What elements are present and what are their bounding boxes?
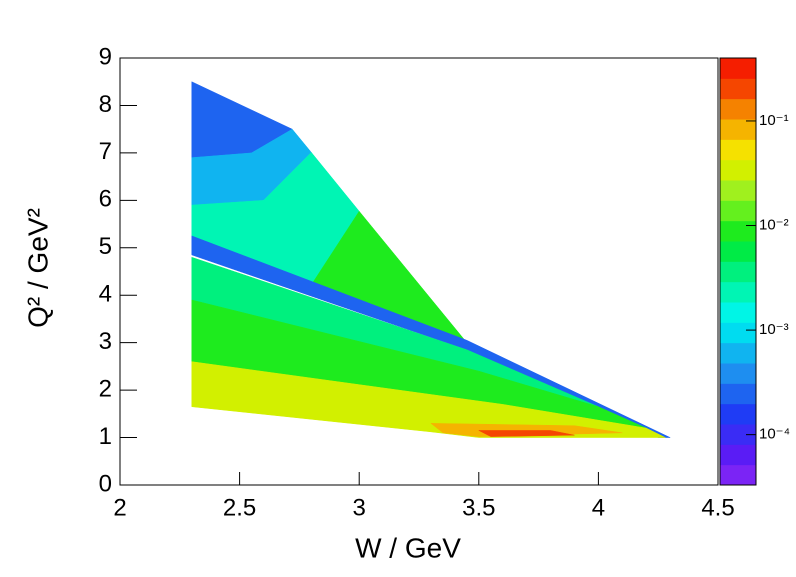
y-tick-label: 1 [99,423,112,450]
z-tick-label: 10⁻⁴ [759,426,790,443]
colorbar-band [720,302,756,323]
colorbar-band [720,464,756,486]
y-tick-label: 8 [99,91,112,118]
colorbar-band [720,261,756,283]
colorbar-band [720,444,756,466]
colorbar-band [720,342,756,364]
colorbar-band [720,159,756,181]
colorbar-band [720,322,756,344]
x-tick-label: 2 [113,494,126,521]
y-tick-label: 6 [99,186,112,213]
y-tick-label: 2 [99,375,112,402]
colorbar-band [720,58,756,79]
colorbar-band [720,139,756,161]
z-tick-label: 10⁻² [759,216,789,233]
y-tick-label: 5 [99,233,112,260]
colorbar-band [720,119,756,140]
colorbar-band [720,241,756,262]
colorbar-band [720,200,756,222]
colorbar-band [720,281,756,303]
y-tick-label: 4 [99,281,112,308]
x-tick-label: 3.5 [462,494,495,521]
colorbar-band [720,403,756,425]
plot-frame [119,57,719,486]
y-tick-label: 0 [99,470,112,497]
colorbar-frame [719,57,757,486]
heatmap-region [191,361,666,438]
colorbar-band [720,383,756,405]
y-tick-label: 7 [99,138,112,165]
z-tick-label: 10⁻¹ [759,112,789,129]
colorbar-band [720,78,756,100]
x-tick-label: 4 [592,494,605,521]
y-tick-label: 9 [99,43,112,70]
x-tick-label: 2.5 [223,494,256,521]
colorbar-band [720,363,756,384]
colorbar-band [720,220,756,242]
y-axis-label: Q² / GeV² [22,208,53,328]
x-tick-label: 3 [353,494,366,521]
colorbar-band [720,424,756,445]
x-axis-label: W / GeV [355,532,461,563]
y-tick-label: 3 [99,328,112,355]
heatmap-region [478,430,575,437]
colorbar-band [720,98,756,120]
z-tick-label: 10⁻³ [759,321,789,338]
colorbar-band [720,180,756,201]
x-tick-label: 4.5 [701,494,734,521]
